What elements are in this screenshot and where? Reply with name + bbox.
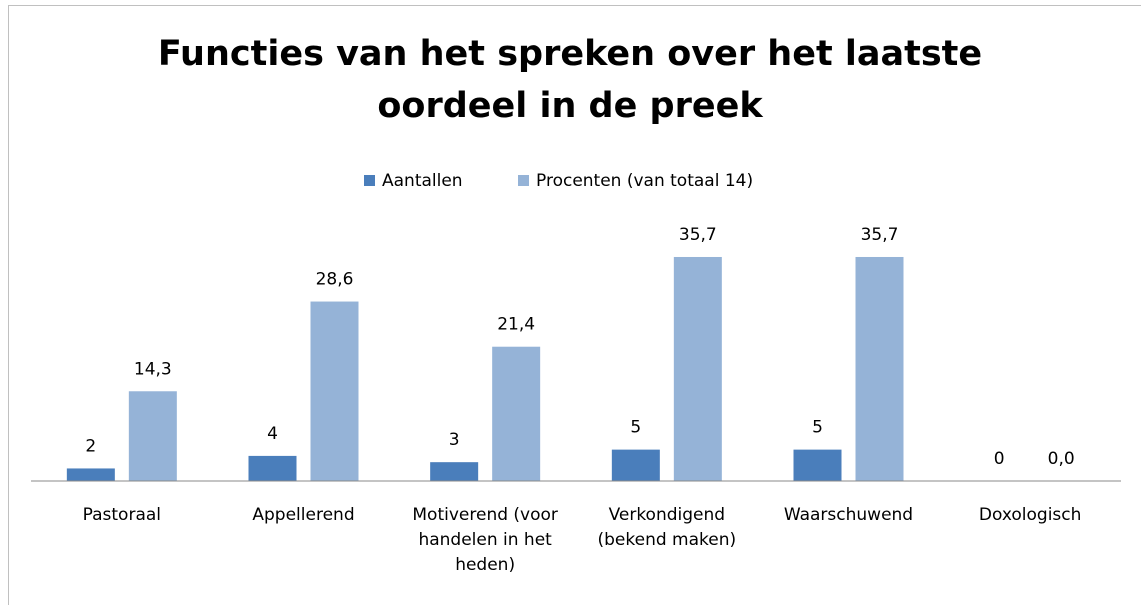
data-label: 5 <box>630 418 641 438</box>
legend-swatch <box>364 175 375 186</box>
x-tick-label: Pastoraal <box>82 505 162 525</box>
data-label: 5 <box>812 418 823 438</box>
bar <box>793 449 842 481</box>
data-label: 35,7 <box>861 225 899 245</box>
data-label: 35,7 <box>679 225 717 245</box>
x-tick-label: Doxologisch <box>978 505 1082 525</box>
data-label: 3 <box>449 430 460 450</box>
data-label: 4 <box>267 424 278 444</box>
legend-label: Aantallen <box>382 171 463 191</box>
bar <box>855 256 904 481</box>
x-tick-label: Appellerend <box>252 505 355 525</box>
bar <box>430 462 479 481</box>
bar <box>611 449 660 481</box>
bar <box>673 256 722 481</box>
bar <box>66 468 115 481</box>
x-tick-label: Motiverend (voor handelen in het heden) <box>412 505 558 575</box>
data-label: 28,6 <box>316 270 354 290</box>
bar <box>128 391 177 481</box>
bar <box>492 346 541 481</box>
x-tick-label: Waarschuwend <box>783 505 914 525</box>
bar <box>248 455 297 481</box>
bar <box>310 301 359 481</box>
legend-label: Procenten (van totaal 14) <box>536 171 753 191</box>
data-label: 0,0 <box>1048 449 1075 469</box>
chart-title: Functies van het spreken over het laatst… <box>157 34 983 126</box>
data-label: 2 <box>85 436 96 456</box>
x-tick-label: Verkondigend (bekend maken) <box>597 505 737 550</box>
data-label: 21,4 <box>497 315 535 335</box>
data-label: 14,3 <box>134 359 172 379</box>
legend-swatch <box>518 175 529 186</box>
data-label: 0 <box>994 449 1005 469</box>
chart-frame <box>8 5 1141 605</box>
